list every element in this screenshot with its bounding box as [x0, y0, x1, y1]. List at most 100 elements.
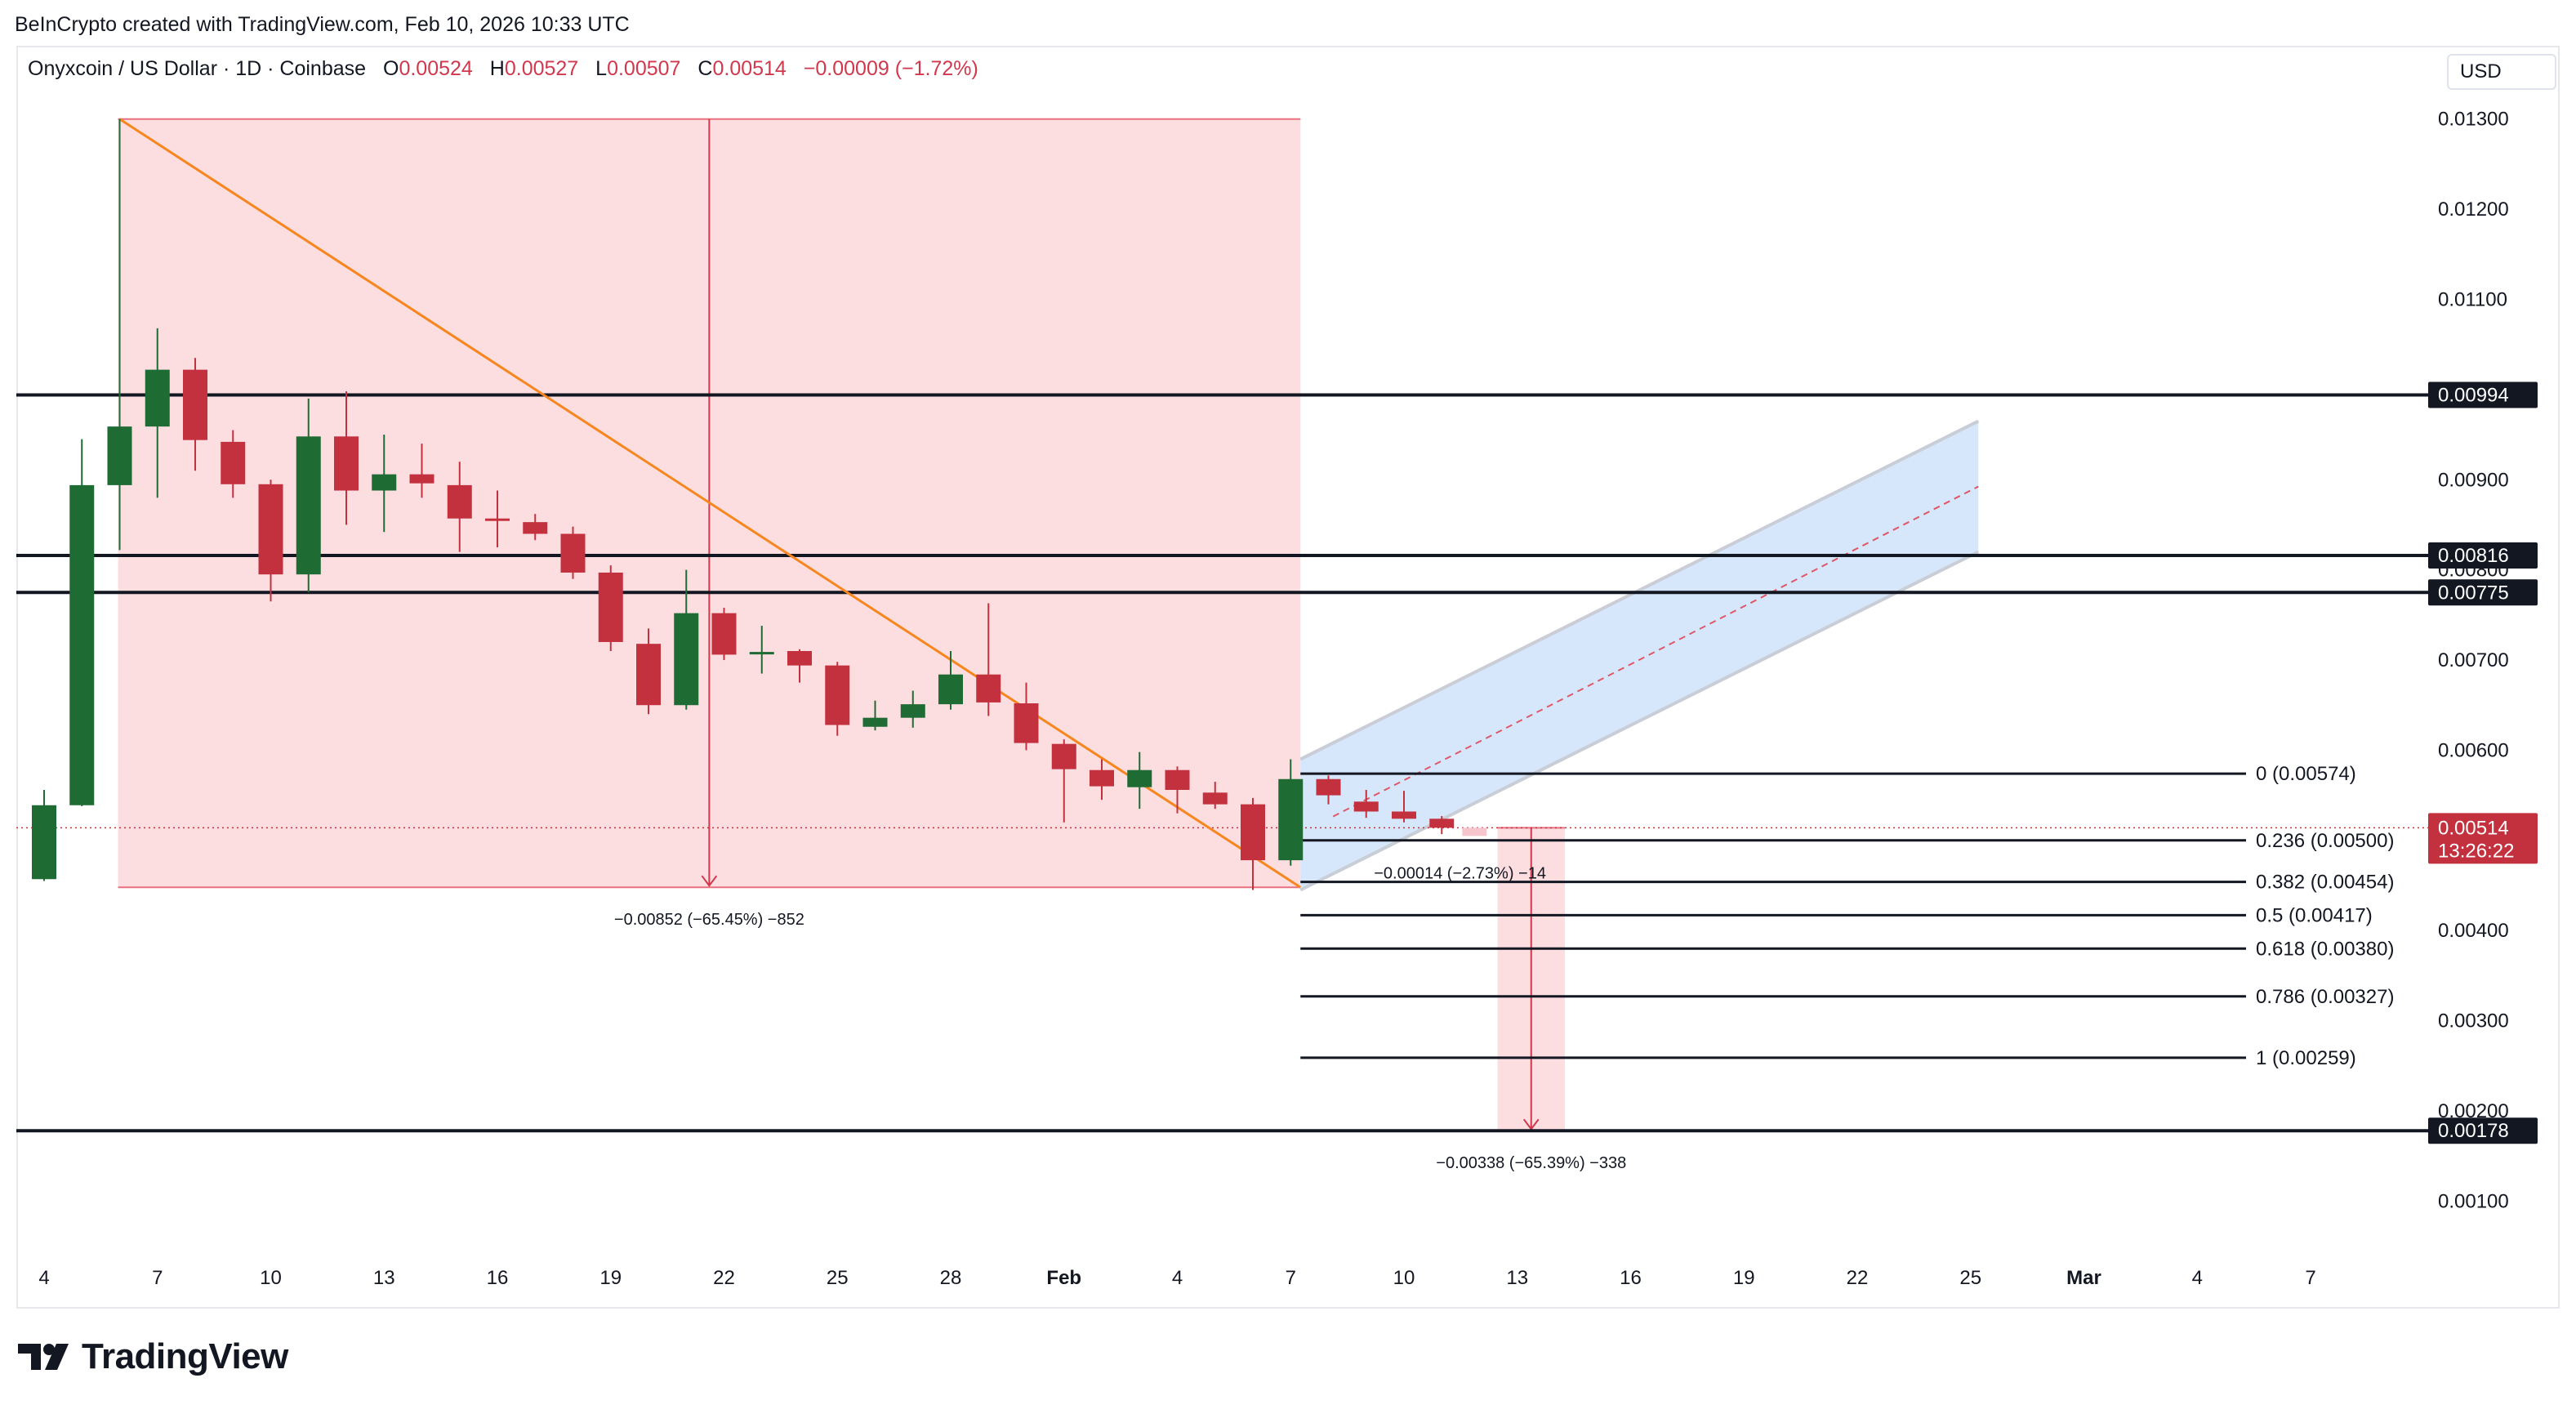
x-tick-label-16: 22: [1847, 1267, 1869, 1289]
candles: [32, 118, 1487, 890]
level-badge-label-2: 0.00775: [2438, 582, 2509, 604]
candle-body: [221, 441, 246, 484]
tradingview-logo-icon: [18, 1344, 69, 1370]
x-tick-label-1: 7: [152, 1267, 163, 1289]
low-value: 0.00507: [607, 57, 681, 80]
level-badge-label-1: 0.00816: [2438, 545, 2509, 567]
candle-body: [1202, 792, 1228, 805]
candle-body: [1392, 811, 1416, 819]
fib-label-3: 0.5 (0.00417): [2256, 904, 2373, 926]
currency-selector[interactable]: USD: [2447, 54, 2556, 90]
last-price-countdown: 13:26:22: [2438, 840, 2514, 862]
low-label: L: [595, 57, 608, 80]
level-badge-label-0: 0.00994: [2438, 385, 2509, 407]
candle-body: [69, 484, 95, 805]
downtrend-line: [118, 118, 1302, 889]
candle: [636, 628, 661, 715]
candle: [749, 626, 774, 674]
candle-body: [1165, 769, 1190, 790]
y-tick-label-2: 0.01100: [2438, 289, 2507, 311]
x-tick-label-0: 4: [38, 1267, 49, 1289]
candle: [1316, 775, 1341, 805]
last-price-value: 0.00514: [2438, 817, 2509, 839]
candle-body: [107, 426, 132, 485]
y-tick-label-5: 0.00700: [2438, 649, 2509, 671]
candle: [1051, 739, 1076, 823]
candle-body: [636, 644, 661, 706]
open-label: O: [383, 57, 399, 80]
candle-body: [1051, 743, 1076, 769]
x-tick-label-12: 10: [1393, 1267, 1415, 1289]
y-tick-label-3: 0.00900: [2438, 469, 2509, 491]
candle: [938, 651, 963, 710]
candle-body: [1278, 778, 1304, 861]
trend-lines: [118, 118, 1302, 889]
candle: [447, 462, 472, 552]
x-tick-label-7: 25: [827, 1267, 849, 1289]
candle-body: [674, 613, 699, 706]
candle: [598, 565, 623, 651]
candle: [560, 526, 586, 579]
candle: [1241, 797, 1265, 890]
tradingview-wordmark: TradingView: [82, 1336, 288, 1376]
y-tick-label-1: 0.01200: [2438, 198, 2509, 221]
y-tick-label-7: 0.00400: [2438, 920, 2509, 942]
candle-body: [145, 369, 170, 427]
measure-label-small: −0.00014 (−2.73%) −14: [1374, 865, 1546, 883]
candle: [221, 430, 246, 498]
candle: [296, 398, 321, 593]
candle: [69, 439, 95, 806]
candle-body: [1429, 818, 1455, 828]
x-tick-label-5: 19: [599, 1267, 622, 1289]
candle-body: [334, 436, 359, 491]
candle-body: [258, 484, 283, 575]
candle: [862, 700, 888, 731]
tradingview-logo: TradingView: [18, 1336, 288, 1377]
candle-body: [749, 652, 774, 655]
fibonacci-levels: 0 (0.00574) 0.236 (0.00500) 0.382 (0.00454…: [1300, 763, 2394, 1069]
candle: [976, 603, 1001, 716]
level-badge-2: [2428, 579, 2538, 606]
chart-attribution: BeInCrypto created with TradingView.com,…: [15, 13, 630, 36]
candle: [711, 608, 737, 661]
candle-body: [1353, 801, 1379, 812]
last-price-badge: [2428, 813, 2538, 864]
level-badge-1: [2428, 542, 2538, 569]
fib-label-5: 0.786 (0.00327): [2256, 986, 2394, 1008]
candle-body: [825, 665, 850, 725]
candle: [372, 435, 397, 533]
x-tick-label-10: 4: [1172, 1267, 1183, 1289]
candle-body: [523, 522, 548, 534]
symbol-name[interactable]: Onyxcoin / US Dollar · 1D · Coinbase: [28, 57, 367, 80]
candle: [183, 358, 207, 471]
candle-body: [1316, 778, 1341, 796]
x-tick-label-13: 13: [1506, 1267, 1528, 1289]
y-tick-label-10: 0.00100: [2438, 1190, 2509, 1212]
candle: [1429, 815, 1455, 835]
x-tick-label-3: 13: [373, 1267, 395, 1289]
x-tick-label-15: 19: [1733, 1267, 1755, 1289]
candle: [674, 569, 699, 710]
candle: [32, 789, 56, 881]
candle-body: [296, 436, 321, 575]
measure-label-main: −0.00852 (−65.45%) −852: [614, 911, 804, 929]
candle-body: [372, 474, 397, 491]
candle: [485, 490, 510, 548]
y-axis: 0.013000.012000.011000.009000.008000.007…: [2428, 109, 2538, 1212]
channel-upper-line: [1299, 419, 1980, 761]
candle-body: [409, 474, 435, 484]
candle: [1278, 759, 1304, 866]
y-tick-label-8: 0.00300: [2438, 1010, 2509, 1033]
x-tick-label-9: Feb: [1046, 1267, 1081, 1289]
x-tick-label-17: 25: [1959, 1267, 1981, 1289]
x-tick-label-11: 7: [1286, 1267, 1296, 1289]
candle: [1165, 766, 1190, 814]
x-tick-label-4: 16: [487, 1267, 509, 1289]
x-tick-label-18: Mar: [2066, 1267, 2101, 1289]
candle-body: [938, 674, 963, 705]
candle: [1014, 682, 1039, 751]
close-label: C: [697, 57, 713, 80]
close-value: 0.00514: [712, 57, 787, 80]
candle-body: [598, 572, 623, 642]
